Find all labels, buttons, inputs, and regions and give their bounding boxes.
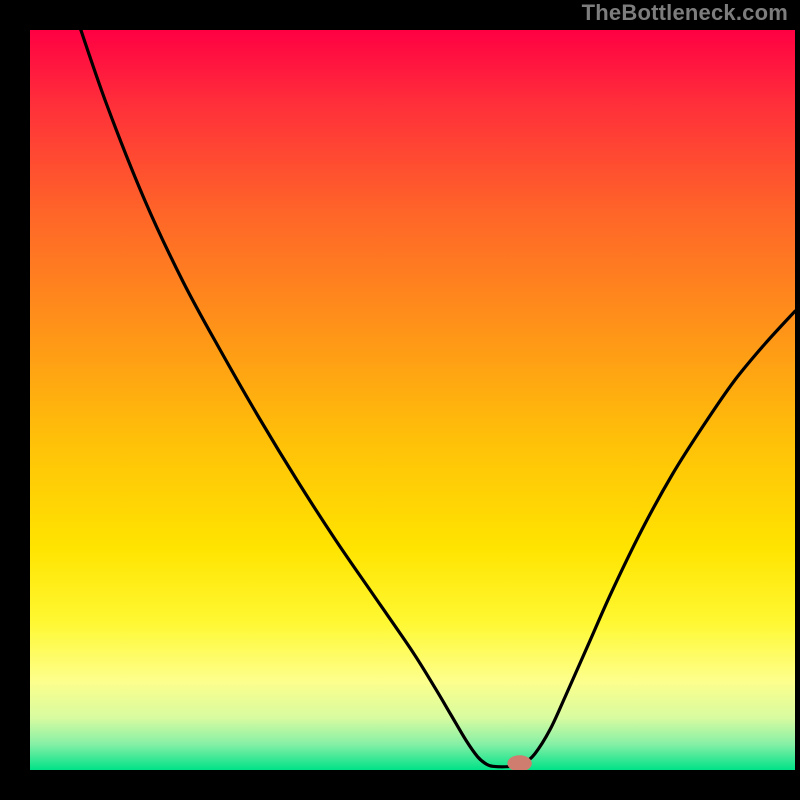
gradient-background <box>30 30 795 770</box>
bottleneck-chart <box>0 0 800 800</box>
optimum-marker <box>507 755 531 771</box>
watermark-text: TheBottleneck.com <box>582 0 788 26</box>
